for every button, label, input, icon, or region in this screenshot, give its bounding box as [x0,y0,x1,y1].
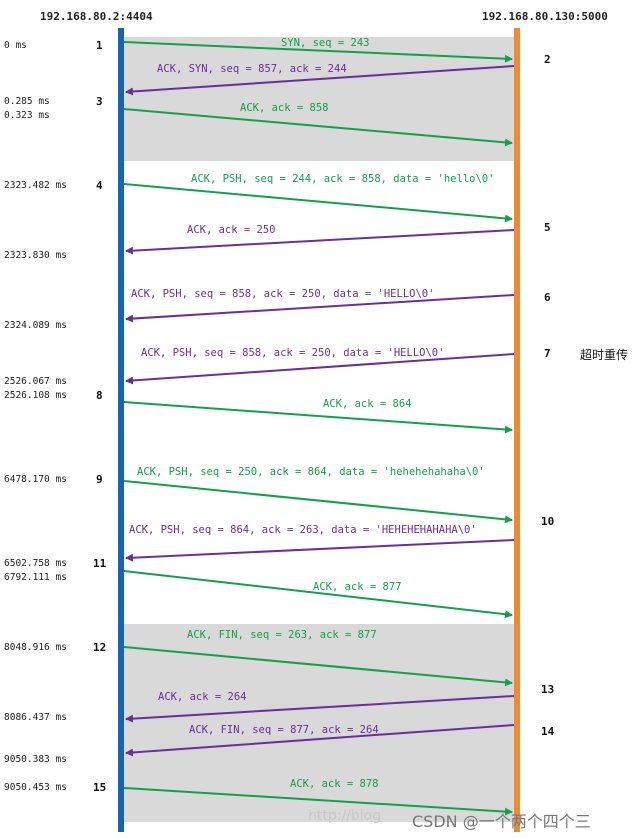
watermark-csdn: CSDN @一个两个四个三 [412,812,591,831]
message-label: ACK, FIN, seq = 263, ack = 877 [187,629,377,641]
step-number: 6 [544,291,551,304]
timestamp: 2323.830 ms [4,250,67,261]
message-label: ACK, PSH, seq = 858, ack = 250, data = '… [141,347,445,359]
step-number: 14 [541,725,555,738]
step-number: 10 [541,515,555,528]
arrow-6 [125,294,515,323]
timestamp: 8048.916 ms [4,642,67,653]
step-number: 13 [541,683,555,696]
timestamp: 6792.111 ms [4,572,67,583]
timestamp: 2324.089 ms [4,320,67,331]
arrow-4 [123,183,513,223]
message-label: ACK, ack = 250 [187,224,276,236]
timestamp: 2526.067 ms [4,376,67,387]
message-label: ACK, ack = 864 [323,398,412,410]
step-number: 9 [96,473,103,486]
timestamp: 2526.108 ms [4,390,67,401]
arrow-7 [125,353,515,385]
left-lifeline [118,28,124,832]
timestamp: 9050.453 ms [4,782,67,793]
arrow-5 [125,229,515,255]
timestamp: 6478.170 ms [4,474,67,485]
watermark-url: http://blog [308,808,382,824]
right-host-label: 192.168.80.130:5000 [482,10,608,23]
step-number: 15 [93,781,107,794]
timestamp: 0 ms [4,40,27,51]
timestamp: 9050.383 ms [4,754,67,765]
left-host-label: 192.168.80.2:4404 [40,10,153,23]
retransmission-note: 超时重传 [580,348,629,362]
arrow-13 [125,695,515,723]
step-number: 2 [544,53,551,66]
timestamp: 0.285 ms [4,96,50,107]
step-number: 5 [544,221,551,234]
timestamp: 8086.437 ms [4,712,67,723]
arrow-12 [123,646,513,687]
message-label: ACK, PSH, seq = 250, ack = 864, data = '… [137,466,485,478]
step-number: 4 [96,179,103,192]
message-label: ACK, PSH, seq = 858, ack = 250, data = '… [131,288,435,300]
message-label: ACK, ack = 877 [313,581,402,593]
handshake-shade [124,37,516,161]
arrow-11 [123,570,513,619]
teardown-shade [124,624,516,822]
arrow-15 [123,787,513,816]
message-label: SYN, seq = 243 [281,37,370,49]
message-label: ACK, ack = 878 [290,778,379,790]
arrow-14 [125,724,515,757]
message-label: ACK, SYN, seq = 857, ack = 244 [157,63,347,75]
arrow-2 [125,65,515,96]
timestamp: 2323.482 ms [4,180,67,191]
step-number: 8 [96,389,103,402]
step-number: 3 [96,95,103,108]
step-number: 7 [544,347,551,360]
message-label: ACK, ack = 264 [158,691,247,703]
step-number: 1 [96,39,103,52]
message-label: ACK, FIN, seq = 877, ack = 264 [189,724,379,736]
arrow-9 [123,480,513,524]
timestamp: 6502.758 ms [4,558,67,569]
step-number: 11 [93,557,107,570]
arrow-1 [123,41,513,63]
message-label: ACK, PSH, seq = 864, ack = 263, data = '… [129,524,477,536]
message-label: ACK, PSH, seq = 244, ack = 858, data = '… [191,173,495,185]
step-number: 12 [93,641,107,654]
message-label: ACK, ack = 858 [240,102,329,114]
timestamp: 0.323 ms [4,110,50,121]
arrow-8 [123,401,513,434]
arrow-10 [125,539,515,562]
right-lifeline [514,28,520,832]
arrow-3 [123,108,513,147]
